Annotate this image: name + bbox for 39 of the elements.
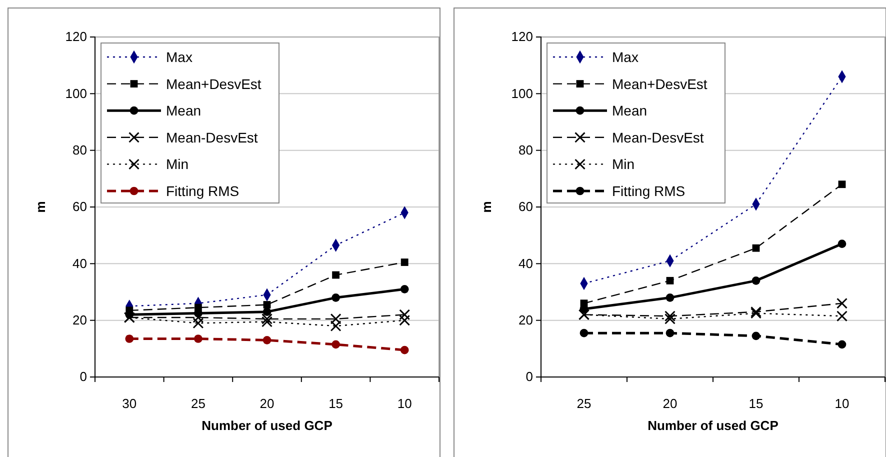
y-tick-label: 120 xyxy=(511,29,533,44)
y-tick-label: 60 xyxy=(518,199,533,214)
legend-label: Mean xyxy=(166,102,202,119)
legend-label: Max xyxy=(612,49,638,65)
legend-label: Mean xyxy=(612,102,648,119)
y-tick-label: 80 xyxy=(518,142,533,158)
x-tick-label: 20 xyxy=(662,396,678,412)
y-tick-label: 60 xyxy=(72,199,87,214)
x-tick-label: 15 xyxy=(748,396,764,412)
x-tick-label: 25 xyxy=(576,396,592,412)
legend-label: Fitting RMS xyxy=(166,183,240,199)
y-axis-title: m xyxy=(33,201,48,213)
x-tick-label: 10 xyxy=(834,396,850,412)
x-axis-title: Number of used GCP xyxy=(648,418,779,433)
y-tick-label: 0 xyxy=(80,369,87,384)
x-tick-label: 15 xyxy=(328,396,344,412)
legend-label: Min xyxy=(612,156,635,172)
y-tick-label: 20 xyxy=(72,312,87,328)
legend-label: Max xyxy=(166,49,192,65)
y-tick-label: 120 xyxy=(65,29,87,44)
legend-label: Mean-DesvEst xyxy=(166,129,258,146)
legend-label: Mean+DesvEst xyxy=(612,76,708,92)
y-tick-label: 100 xyxy=(511,86,533,101)
legend-label: Mean-DesvEst xyxy=(612,129,704,146)
y-tick-label: 20 xyxy=(518,312,533,328)
legend-label: Mean+DesvEst xyxy=(166,76,262,92)
legend-label: Fitting RMS xyxy=(612,183,686,199)
x-tick-label: 10 xyxy=(397,396,412,412)
y-tick-label: 80 xyxy=(72,142,87,158)
x-axis-title: Number of used GCP xyxy=(202,418,333,433)
y-axis-title: m xyxy=(479,201,494,213)
x-tick-label: 25 xyxy=(190,396,206,412)
y-tick-label: 100 xyxy=(65,86,87,101)
y-tick-label: 40 xyxy=(72,256,87,271)
legend-label: Min xyxy=(166,156,189,172)
y-tick-label: 0 xyxy=(526,369,533,384)
x-tick-label: 30 xyxy=(122,396,137,412)
y-tick-label: 40 xyxy=(518,256,533,271)
x-tick-label: 20 xyxy=(260,396,274,412)
